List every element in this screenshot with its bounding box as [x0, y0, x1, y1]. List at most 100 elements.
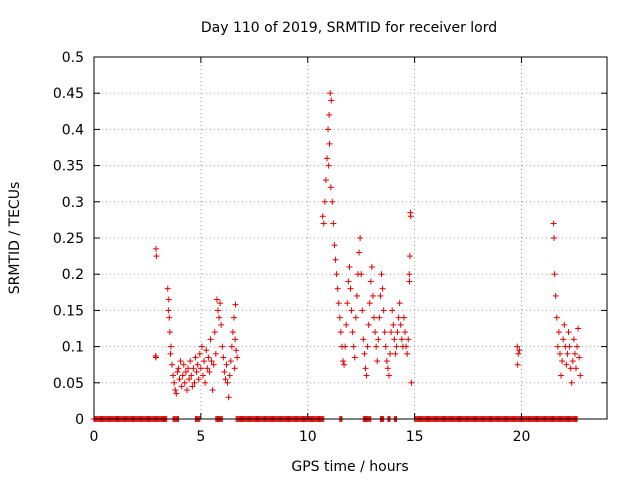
data-point — [337, 329, 344, 336]
data-point — [398, 336, 405, 343]
data-point — [375, 336, 382, 343]
data-point — [325, 162, 332, 169]
data-point — [196, 350, 203, 357]
data-point — [515, 350, 522, 357]
data-point — [172, 387, 179, 394]
data-point — [514, 343, 521, 350]
data-point — [326, 111, 333, 118]
data-point — [393, 343, 400, 350]
data-point — [185, 365, 192, 372]
data-point — [550, 220, 557, 227]
data-point — [573, 365, 580, 372]
data-point — [320, 220, 327, 227]
data-point — [153, 253, 160, 260]
x-tick-label: 10 — [299, 429, 317, 445]
data-point — [152, 354, 159, 361]
y-tick-label: 0.5 — [62, 50, 84, 66]
data-point — [402, 329, 409, 336]
data-point — [328, 97, 335, 104]
data-point — [377, 292, 384, 299]
data-point — [392, 350, 399, 357]
data-point — [205, 354, 212, 361]
x-axis-label: GPS time / hours — [291, 459, 408, 475]
data-point — [335, 300, 342, 307]
data-point — [341, 361, 348, 368]
data-point — [183, 387, 190, 394]
data-point — [353, 292, 360, 299]
y-tick-label: 0.15 — [53, 303, 84, 319]
data-point — [224, 379, 231, 386]
data-point — [190, 365, 197, 372]
x-tick-label: 0 — [90, 429, 99, 445]
data-point — [209, 387, 216, 394]
data-point — [388, 329, 395, 336]
data-point — [192, 354, 199, 361]
data-point — [368, 263, 375, 270]
data-point — [514, 361, 521, 368]
data-point — [327, 90, 334, 97]
data-point — [362, 365, 369, 372]
data-point — [558, 372, 565, 379]
y-tick-label: 0.25 — [53, 231, 84, 247]
data-point — [232, 336, 239, 343]
data-point — [394, 329, 401, 336]
data-point — [404, 350, 411, 357]
data-point — [228, 343, 235, 350]
y-tick-label: 0.4 — [62, 122, 84, 138]
data-point — [385, 372, 392, 379]
data-point — [334, 285, 341, 292]
data-point — [376, 314, 383, 321]
data-point — [166, 329, 173, 336]
data-point — [198, 343, 205, 350]
data-point — [340, 358, 347, 365]
data-point — [403, 343, 410, 350]
axis-ticks — [93, 56, 607, 420]
data-point — [231, 365, 238, 372]
chart-title: Day 110 of 2019, SRMTID for receiver lor… — [201, 20, 497, 36]
data-point — [575, 325, 582, 332]
data-point — [214, 307, 221, 314]
data-point — [358, 271, 365, 278]
data-point — [223, 361, 230, 368]
data-point — [551, 271, 558, 278]
y-tick-label: 0.35 — [53, 159, 84, 175]
data-point — [566, 343, 573, 350]
data-point — [374, 358, 381, 365]
data-point — [187, 358, 194, 365]
data-point — [552, 292, 559, 299]
data-point — [180, 361, 187, 368]
data-point — [359, 307, 366, 314]
data-point — [330, 220, 337, 227]
data-point — [208, 358, 215, 365]
data-point — [559, 358, 566, 365]
data-point — [194, 361, 201, 368]
data-point — [325, 126, 332, 133]
data-point — [367, 278, 374, 285]
data-point — [550, 235, 557, 241]
data-point — [577, 372, 584, 379]
data-point — [576, 354, 583, 361]
data-point — [571, 350, 578, 357]
data-point — [152, 245, 159, 252]
y-tick-label: 0.1 — [62, 340, 84, 356]
data-point — [216, 314, 223, 321]
data-point — [565, 329, 572, 336]
data-point — [219, 343, 226, 350]
data-point — [227, 358, 234, 365]
data-point — [181, 379, 188, 386]
data-point — [189, 383, 196, 390]
data-point — [319, 213, 326, 220]
data-point — [202, 379, 209, 386]
data-point — [346, 263, 353, 270]
data-point — [556, 350, 563, 357]
data-point — [233, 347, 240, 354]
data-point — [188, 372, 195, 379]
data-point — [220, 354, 227, 361]
data-point — [213, 296, 220, 303]
data-point — [326, 140, 333, 147]
data-point — [174, 368, 181, 375]
data-point — [382, 343, 389, 350]
data-point — [179, 372, 186, 379]
data-point — [349, 329, 356, 336]
data-point — [210, 361, 217, 368]
